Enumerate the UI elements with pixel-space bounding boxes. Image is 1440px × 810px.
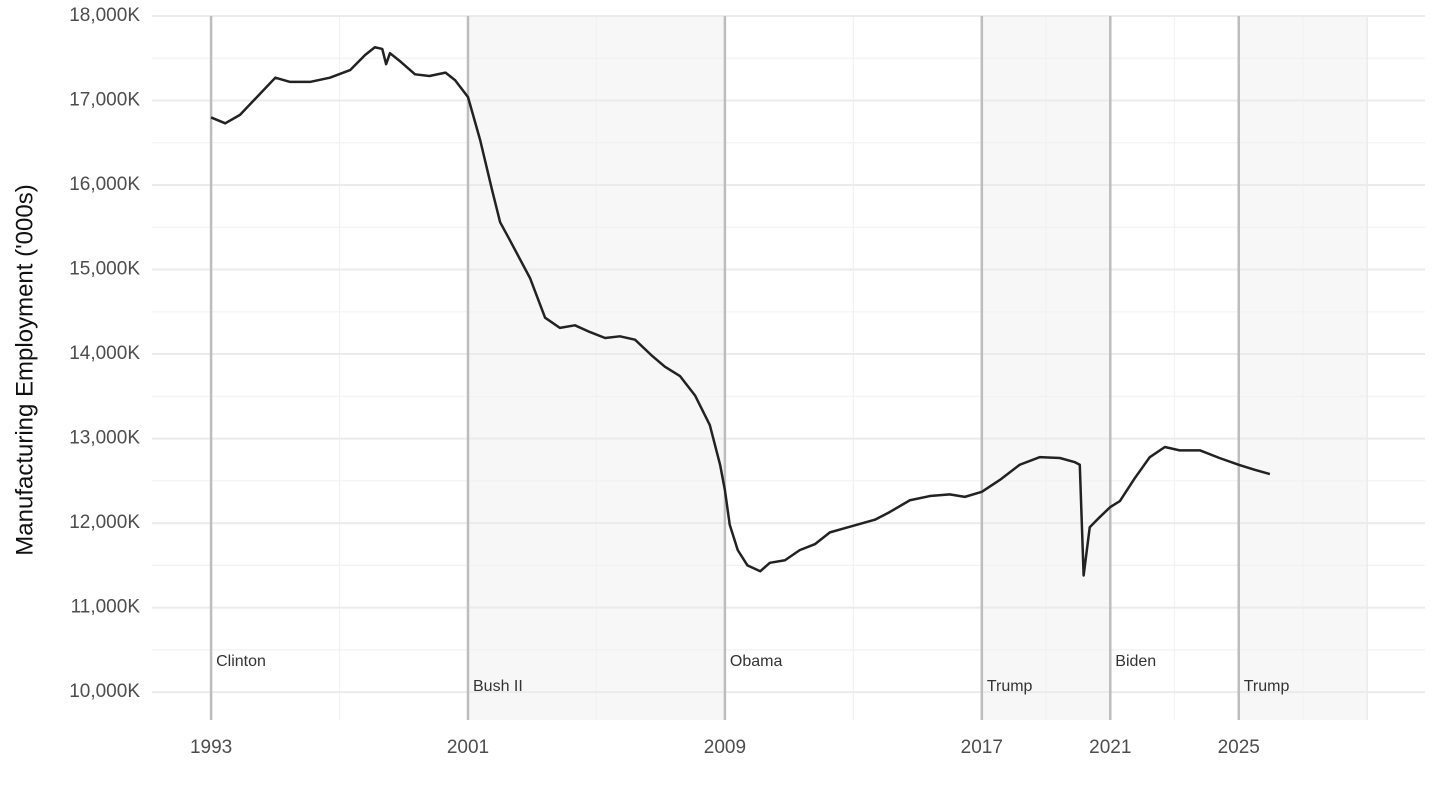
y-tick-label: 18,000K bbox=[69, 5, 140, 26]
term-label: Bush II bbox=[473, 678, 523, 695]
y-tick-label: 13,000K bbox=[69, 428, 140, 449]
term-label: Biden bbox=[1115, 653, 1156, 670]
x-tick-label: 2009 bbox=[704, 737, 746, 758]
y-tick-label: 16,000K bbox=[69, 174, 140, 195]
x-tick-label: 2021 bbox=[1089, 737, 1131, 758]
line bbox=[210, 46, 1271, 577]
term-label: Trump bbox=[1244, 678, 1290, 695]
y-tick-label: 12,000K bbox=[69, 512, 140, 533]
term-label: Obama bbox=[730, 653, 783, 670]
y-tick-label: 11,000K bbox=[71, 597, 141, 618]
term-label: Trump bbox=[987, 678, 1033, 695]
x-tick-label: 2025 bbox=[1218, 737, 1260, 758]
x-tick-label: 1993 bbox=[190, 737, 232, 758]
y-tick-label: 15,000K bbox=[69, 259, 140, 280]
x-tick-label: 2001 bbox=[447, 737, 489, 758]
term-label: Clinton bbox=[216, 653, 266, 670]
x-tick-label: 2017 bbox=[961, 737, 1003, 758]
y-tick-label: 10,000K bbox=[69, 681, 140, 702]
y-tick-label: 17,000K bbox=[69, 90, 140, 111]
y-axis-title: Manufacturing Employment ('000s) bbox=[11, 184, 38, 555]
y-tick-label: 14,000K bbox=[69, 343, 140, 364]
